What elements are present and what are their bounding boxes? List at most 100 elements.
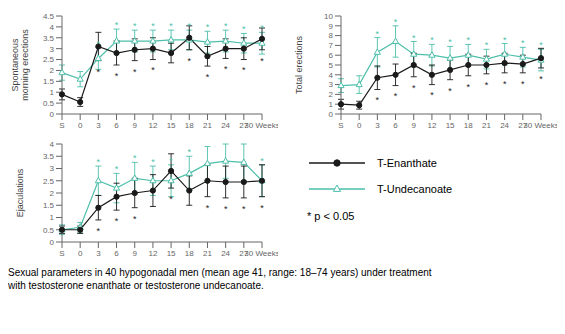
svg-text:*: * xyxy=(539,74,543,84)
svg-text:3: 3 xyxy=(50,45,55,54)
svg-text:2.5: 2.5 xyxy=(43,177,55,186)
svg-text:*: * xyxy=(115,20,119,30)
svg-text:9: 9 xyxy=(133,121,138,130)
svg-text:30 Weeks: 30 Weeks xyxy=(244,121,278,130)
svg-text:10: 10 xyxy=(324,12,333,21)
svg-text:*: * xyxy=(169,156,173,166)
svg-text:*: * xyxy=(521,38,525,48)
svg-text:9: 9 xyxy=(329,22,334,31)
svg-text:*: * xyxy=(448,86,452,96)
svg-text:3: 3 xyxy=(96,121,101,130)
svg-text:3: 3 xyxy=(329,80,334,89)
svg-text:12: 12 xyxy=(148,249,157,258)
svg-text:1: 1 xyxy=(329,100,334,109)
svg-text:12: 12 xyxy=(148,121,157,130)
svg-text:*: * xyxy=(169,194,173,204)
svg-text:*: * xyxy=(188,21,192,31)
svg-text:4: 4 xyxy=(50,23,55,32)
svg-text:*: * xyxy=(224,144,228,145)
svg-text:*: * xyxy=(412,83,416,93)
svg-text:30 Weeks: 30 Weeks xyxy=(523,121,557,130)
svg-text:*: * xyxy=(467,35,471,45)
svg-text:18: 18 xyxy=(185,249,194,258)
svg-text:2: 2 xyxy=(50,66,55,75)
svg-text:21: 21 xyxy=(482,121,491,130)
svg-text:*: * xyxy=(260,23,264,33)
svg-text:15: 15 xyxy=(167,121,176,130)
svg-text:*: * xyxy=(188,147,192,157)
svg-text:8: 8 xyxy=(329,31,334,40)
svg-text:5: 5 xyxy=(329,61,334,70)
svg-text:21: 21 xyxy=(203,121,212,130)
svg-text:*: * xyxy=(448,37,452,47)
svg-text:0.5: 0.5 xyxy=(43,99,55,108)
svg-text:*: * xyxy=(115,216,119,226)
svg-text:*: * xyxy=(539,40,543,50)
svg-text:*: * xyxy=(133,214,137,224)
svg-text:0: 0 xyxy=(50,238,55,247)
svg-text:4: 4 xyxy=(329,71,334,80)
svg-text:*: * xyxy=(430,35,434,45)
svg-text:*: * xyxy=(151,21,155,31)
svg-text:*: * xyxy=(115,71,119,81)
svg-text:*: * xyxy=(467,82,471,92)
svg-text:*: * xyxy=(242,24,246,34)
svg-text:*: * xyxy=(242,144,246,145)
svg-text:*: * xyxy=(206,72,210,82)
svg-text:*: * xyxy=(260,203,264,213)
svg-text:*: * xyxy=(115,164,119,174)
svg-text:15: 15 xyxy=(446,121,455,130)
svg-text:6: 6 xyxy=(114,249,119,258)
svg-text:0.5: 0.5 xyxy=(43,226,55,235)
svg-text:*: * xyxy=(503,79,507,89)
svg-text:12: 12 xyxy=(427,121,436,130)
svg-text:Ejaculations: Ejaculations xyxy=(15,168,25,217)
svg-text:*: * xyxy=(394,91,398,101)
svg-text:9: 9 xyxy=(412,121,417,130)
svg-text:2.5: 2.5 xyxy=(43,55,55,64)
svg-text:18: 18 xyxy=(185,121,194,130)
svg-text:1: 1 xyxy=(50,88,55,97)
svg-text:*: * xyxy=(521,79,525,89)
svg-text:3: 3 xyxy=(50,164,55,173)
svg-text:*: * xyxy=(133,67,137,77)
svg-text:*: * xyxy=(376,95,380,105)
svg-text:*: * xyxy=(260,56,264,66)
svg-text:3: 3 xyxy=(375,121,380,130)
svg-text:Total erections: Total erections xyxy=(294,35,304,94)
svg-text:S: S xyxy=(59,249,64,258)
svg-text:4.5: 4.5 xyxy=(43,12,55,21)
svg-text:0: 0 xyxy=(50,110,55,119)
svg-text:3: 3 xyxy=(96,249,101,258)
svg-text:0: 0 xyxy=(78,121,83,130)
svg-text:0: 0 xyxy=(329,110,334,119)
svg-text:*: * xyxy=(151,65,155,75)
svg-text:*: * xyxy=(376,29,380,39)
svg-text:*: * xyxy=(97,157,101,167)
svg-text:6: 6 xyxy=(329,51,334,60)
svg-text:1: 1 xyxy=(50,213,55,222)
svg-text:3.5: 3.5 xyxy=(43,152,55,161)
svg-text:*: * xyxy=(242,65,246,75)
svg-text:*: * xyxy=(224,21,228,31)
svg-text:*: * xyxy=(503,35,507,45)
svg-text:*: * xyxy=(169,21,173,31)
svg-text:S: S xyxy=(338,121,343,130)
svg-text:*: * xyxy=(97,39,101,49)
svg-text:6: 6 xyxy=(393,121,398,130)
svg-text:*: * xyxy=(394,17,398,27)
svg-text:*: * xyxy=(206,144,210,148)
svg-text:9: 9 xyxy=(133,249,138,258)
svg-text:30 Weeks: 30 Weeks xyxy=(244,249,278,258)
svg-text:24: 24 xyxy=(221,121,230,130)
svg-text:*: * xyxy=(97,67,101,77)
svg-text:*: * xyxy=(151,157,155,167)
svg-text:*: * xyxy=(430,90,434,100)
svg-text:*: * xyxy=(224,204,228,214)
svg-text:*: * xyxy=(97,226,101,236)
svg-text:2: 2 xyxy=(329,90,334,99)
svg-text:1.5: 1.5 xyxy=(43,201,55,210)
svg-text:0: 0 xyxy=(357,121,362,130)
svg-text:2: 2 xyxy=(50,189,55,198)
svg-text:*: * xyxy=(260,156,264,166)
